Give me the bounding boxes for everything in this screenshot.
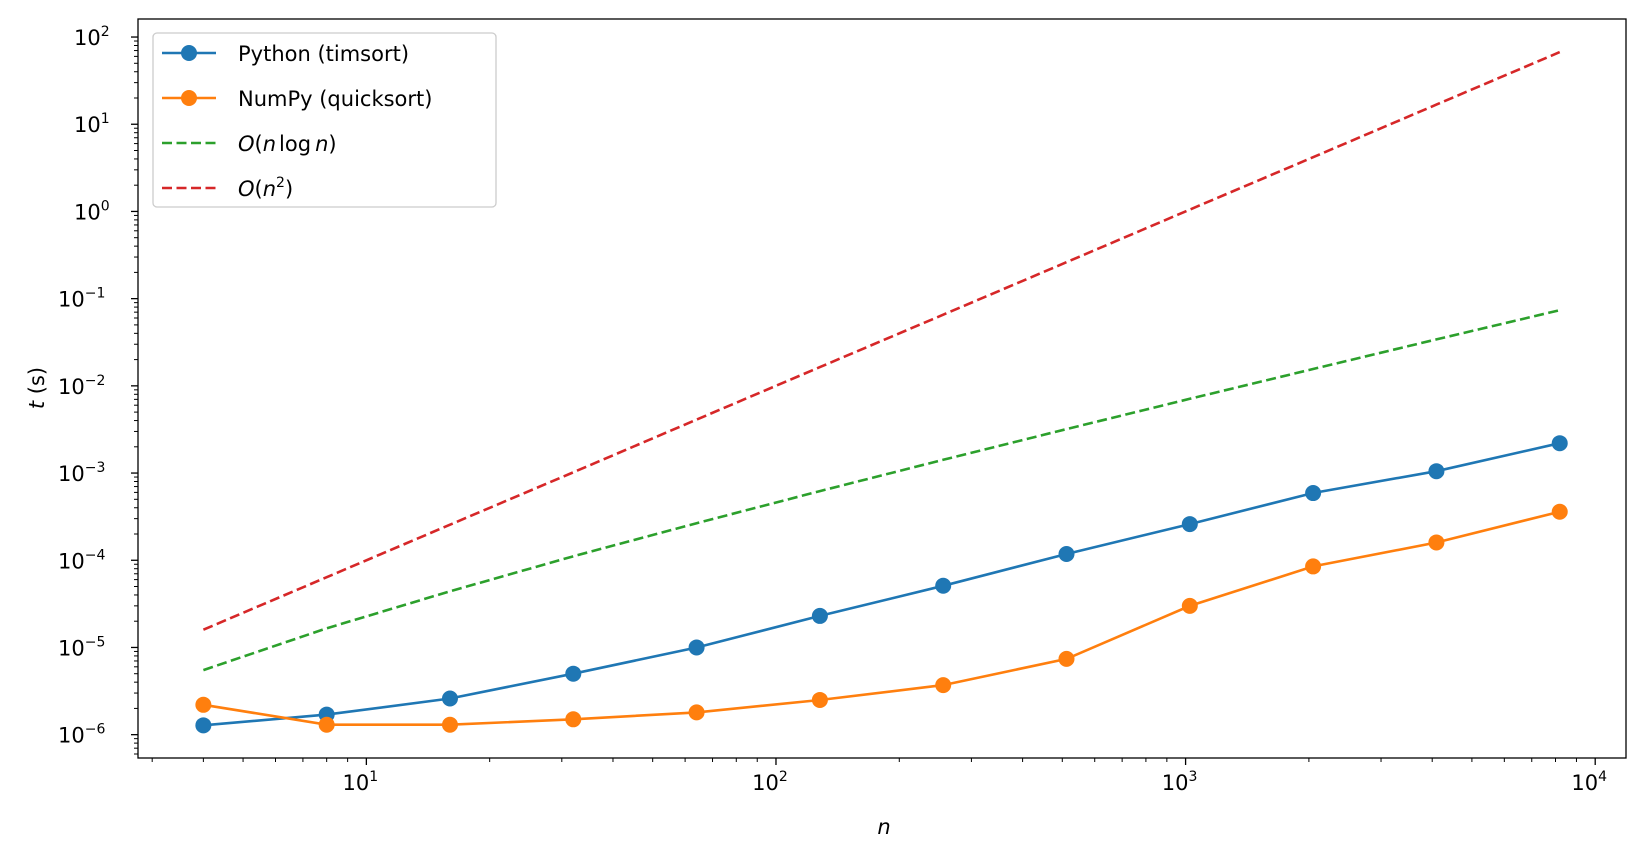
axes-frame bbox=[137, 18, 1627, 759]
svg-text:t (s): t (s) bbox=[25, 367, 49, 409]
data-point bbox=[811, 607, 828, 624]
data-point bbox=[1181, 597, 1198, 614]
y-tick-label: 10−3 bbox=[58, 460, 105, 486]
legend-label: NumPy (quicksort) bbox=[238, 87, 432, 111]
legend-label: O(n log n) bbox=[238, 132, 337, 156]
x-tick-label: 103 bbox=[1162, 769, 1198, 795]
data-point bbox=[1058, 545, 1075, 562]
data-point bbox=[1181, 516, 1198, 533]
legend: Python (timsort) NumPy (quicksort) O(n log n… bbox=[152, 32, 497, 208]
data-point bbox=[1305, 558, 1322, 575]
y-tick-label: 10−5 bbox=[58, 634, 105, 660]
y-tick-label: 101 bbox=[74, 111, 110, 137]
x-tick-label: 101 bbox=[343, 769, 379, 795]
data-point bbox=[441, 716, 458, 733]
data-point bbox=[688, 704, 705, 721]
data-point bbox=[935, 677, 952, 694]
data-point bbox=[1305, 485, 1322, 502]
data-point bbox=[195, 696, 212, 713]
data-point bbox=[688, 639, 705, 656]
y-tick-label: 10−4 bbox=[58, 547, 105, 573]
data-point bbox=[565, 665, 582, 682]
series-line-2 bbox=[202, 308, 1560, 672]
y-axis-label: t (s) bbox=[25, 367, 49, 409]
x-tick-label: 102 bbox=[752, 769, 788, 795]
data-point bbox=[935, 577, 952, 594]
plot-marks bbox=[195, 50, 1568, 734]
data-point bbox=[441, 690, 458, 707]
legend-label: O(n2) bbox=[238, 175, 293, 201]
y-tick-label: 102 bbox=[74, 24, 110, 50]
data-point bbox=[565, 711, 582, 728]
x-tick-label: 104 bbox=[1571, 769, 1607, 795]
data-point bbox=[195, 717, 212, 734]
data-point bbox=[1551, 503, 1568, 520]
data-point bbox=[1058, 650, 1075, 667]
data-point bbox=[811, 691, 828, 708]
series-line-0 bbox=[203, 441, 1560, 727]
y-tick-label: 10−1 bbox=[58, 286, 105, 312]
y-tick-label: 10−2 bbox=[58, 373, 105, 399]
legend-marker bbox=[181, 90, 197, 106]
ticks: 101 102 103 104 102 101 100 10−1 10−2 10−3 10−4 10−… bbox=[58, 24, 1607, 795]
y-tick-label: 100 bbox=[74, 198, 110, 224]
data-point bbox=[318, 716, 335, 733]
legend-marker bbox=[181, 45, 197, 61]
data-point bbox=[1428, 534, 1445, 551]
series-line-1 bbox=[203, 510, 1561, 727]
data-point bbox=[1551, 435, 1568, 452]
legend-label: Python (timsort) bbox=[238, 42, 409, 66]
x-axis-label: n bbox=[877, 815, 890, 839]
y-tick-label: 10−6 bbox=[58, 722, 105, 748]
data-point bbox=[1428, 463, 1445, 480]
